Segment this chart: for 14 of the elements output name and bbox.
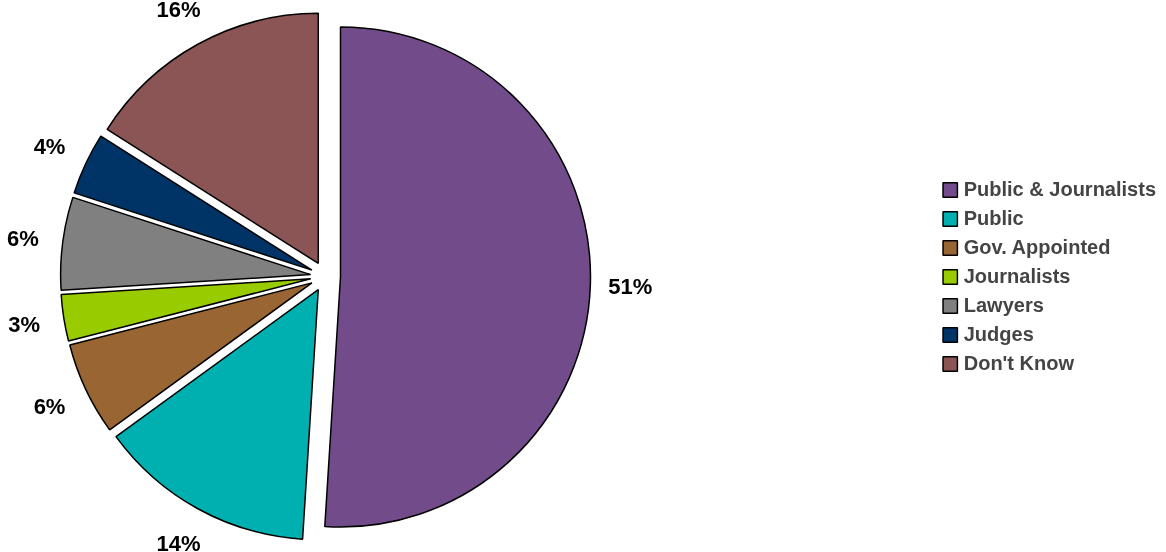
data-label: 6% (7, 225, 39, 251)
legend-label: Journalists (963, 264, 1071, 288)
data-label: 3% (8, 311, 41, 337)
data-label: 6% (33, 393, 66, 419)
legend-label: Don't Know (963, 351, 1075, 375)
data-label: 51% (608, 273, 653, 299)
data-label: 14% (156, 531, 201, 552)
legend-label: Public & Journalists (963, 177, 1156, 201)
legend-label: Lawyers (963, 293, 1044, 317)
legend-label: Judges (963, 322, 1034, 346)
legend-label: Public (963, 206, 1024, 230)
legend-label: Gov. Appointed (963, 235, 1111, 259)
data-label: 16% (156, 0, 201, 22)
data-label: 4% (33, 134, 66, 160)
